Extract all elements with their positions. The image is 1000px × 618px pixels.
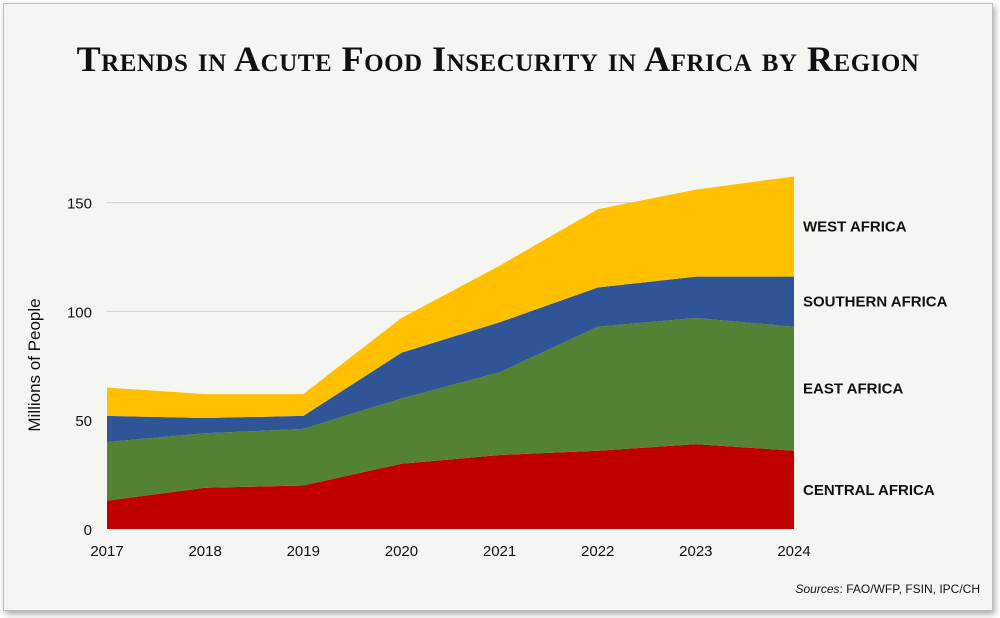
region-label-southern-africa: SOUTHERN AFRICA (803, 294, 948, 311)
area-east-africa (107, 318, 794, 501)
x-tick-2021: 2021 (483, 543, 516, 560)
x-tick-2023: 2023 (679, 543, 712, 560)
y-tick-0: 0 (84, 522, 92, 539)
region-label-west-africa: WEST AFRICA (803, 219, 907, 236)
y-tick-labels: 0 50 100 150 (67, 196, 92, 539)
x-tick-2020: 2020 (385, 543, 418, 560)
y-tick-50: 50 (75, 413, 92, 430)
y-axis-label: Millions of People (25, 298, 44, 431)
x-tick-2022: 2022 (581, 543, 614, 560)
region-label-east-africa: EAST AFRICA (803, 381, 903, 398)
x-tick-labels: 2017 2018 2019 2020 2021 2022 2023 2024 (90, 543, 810, 560)
area-series (107, 176, 794, 529)
x-tick-2019: 2019 (287, 543, 320, 560)
area-southern-africa (107, 276, 794, 442)
x-tick-2017: 2017 (90, 543, 123, 560)
x-tick-2024: 2024 (777, 543, 810, 560)
y-tick-150: 150 (67, 196, 92, 213)
region-label-central-africa: CENTRAL AFRICA (803, 482, 935, 499)
area-central-africa (107, 444, 794, 529)
area-west-africa (107, 176, 794, 418)
source-lead: Sources (795, 582, 840, 596)
chart-title: Trends in Acute Food Insecurity in Afric… (76, 39, 920, 79)
source-note: Sources: FAO/WFP, FSIN, IPC/CH (796, 582, 981, 596)
region-labels: CENTRAL AFRICA EAST AFRICA SOUTHERN AFRICA… (803, 219, 948, 499)
source-text: : FAO/WFP, FSIN, IPC/CH (839, 582, 980, 596)
chart-frame: Trends in Acute Food Insecurity in Afric… (3, 3, 993, 611)
x-tick-2018: 2018 (188, 543, 221, 560)
y-tick-100: 100 (67, 304, 92, 321)
